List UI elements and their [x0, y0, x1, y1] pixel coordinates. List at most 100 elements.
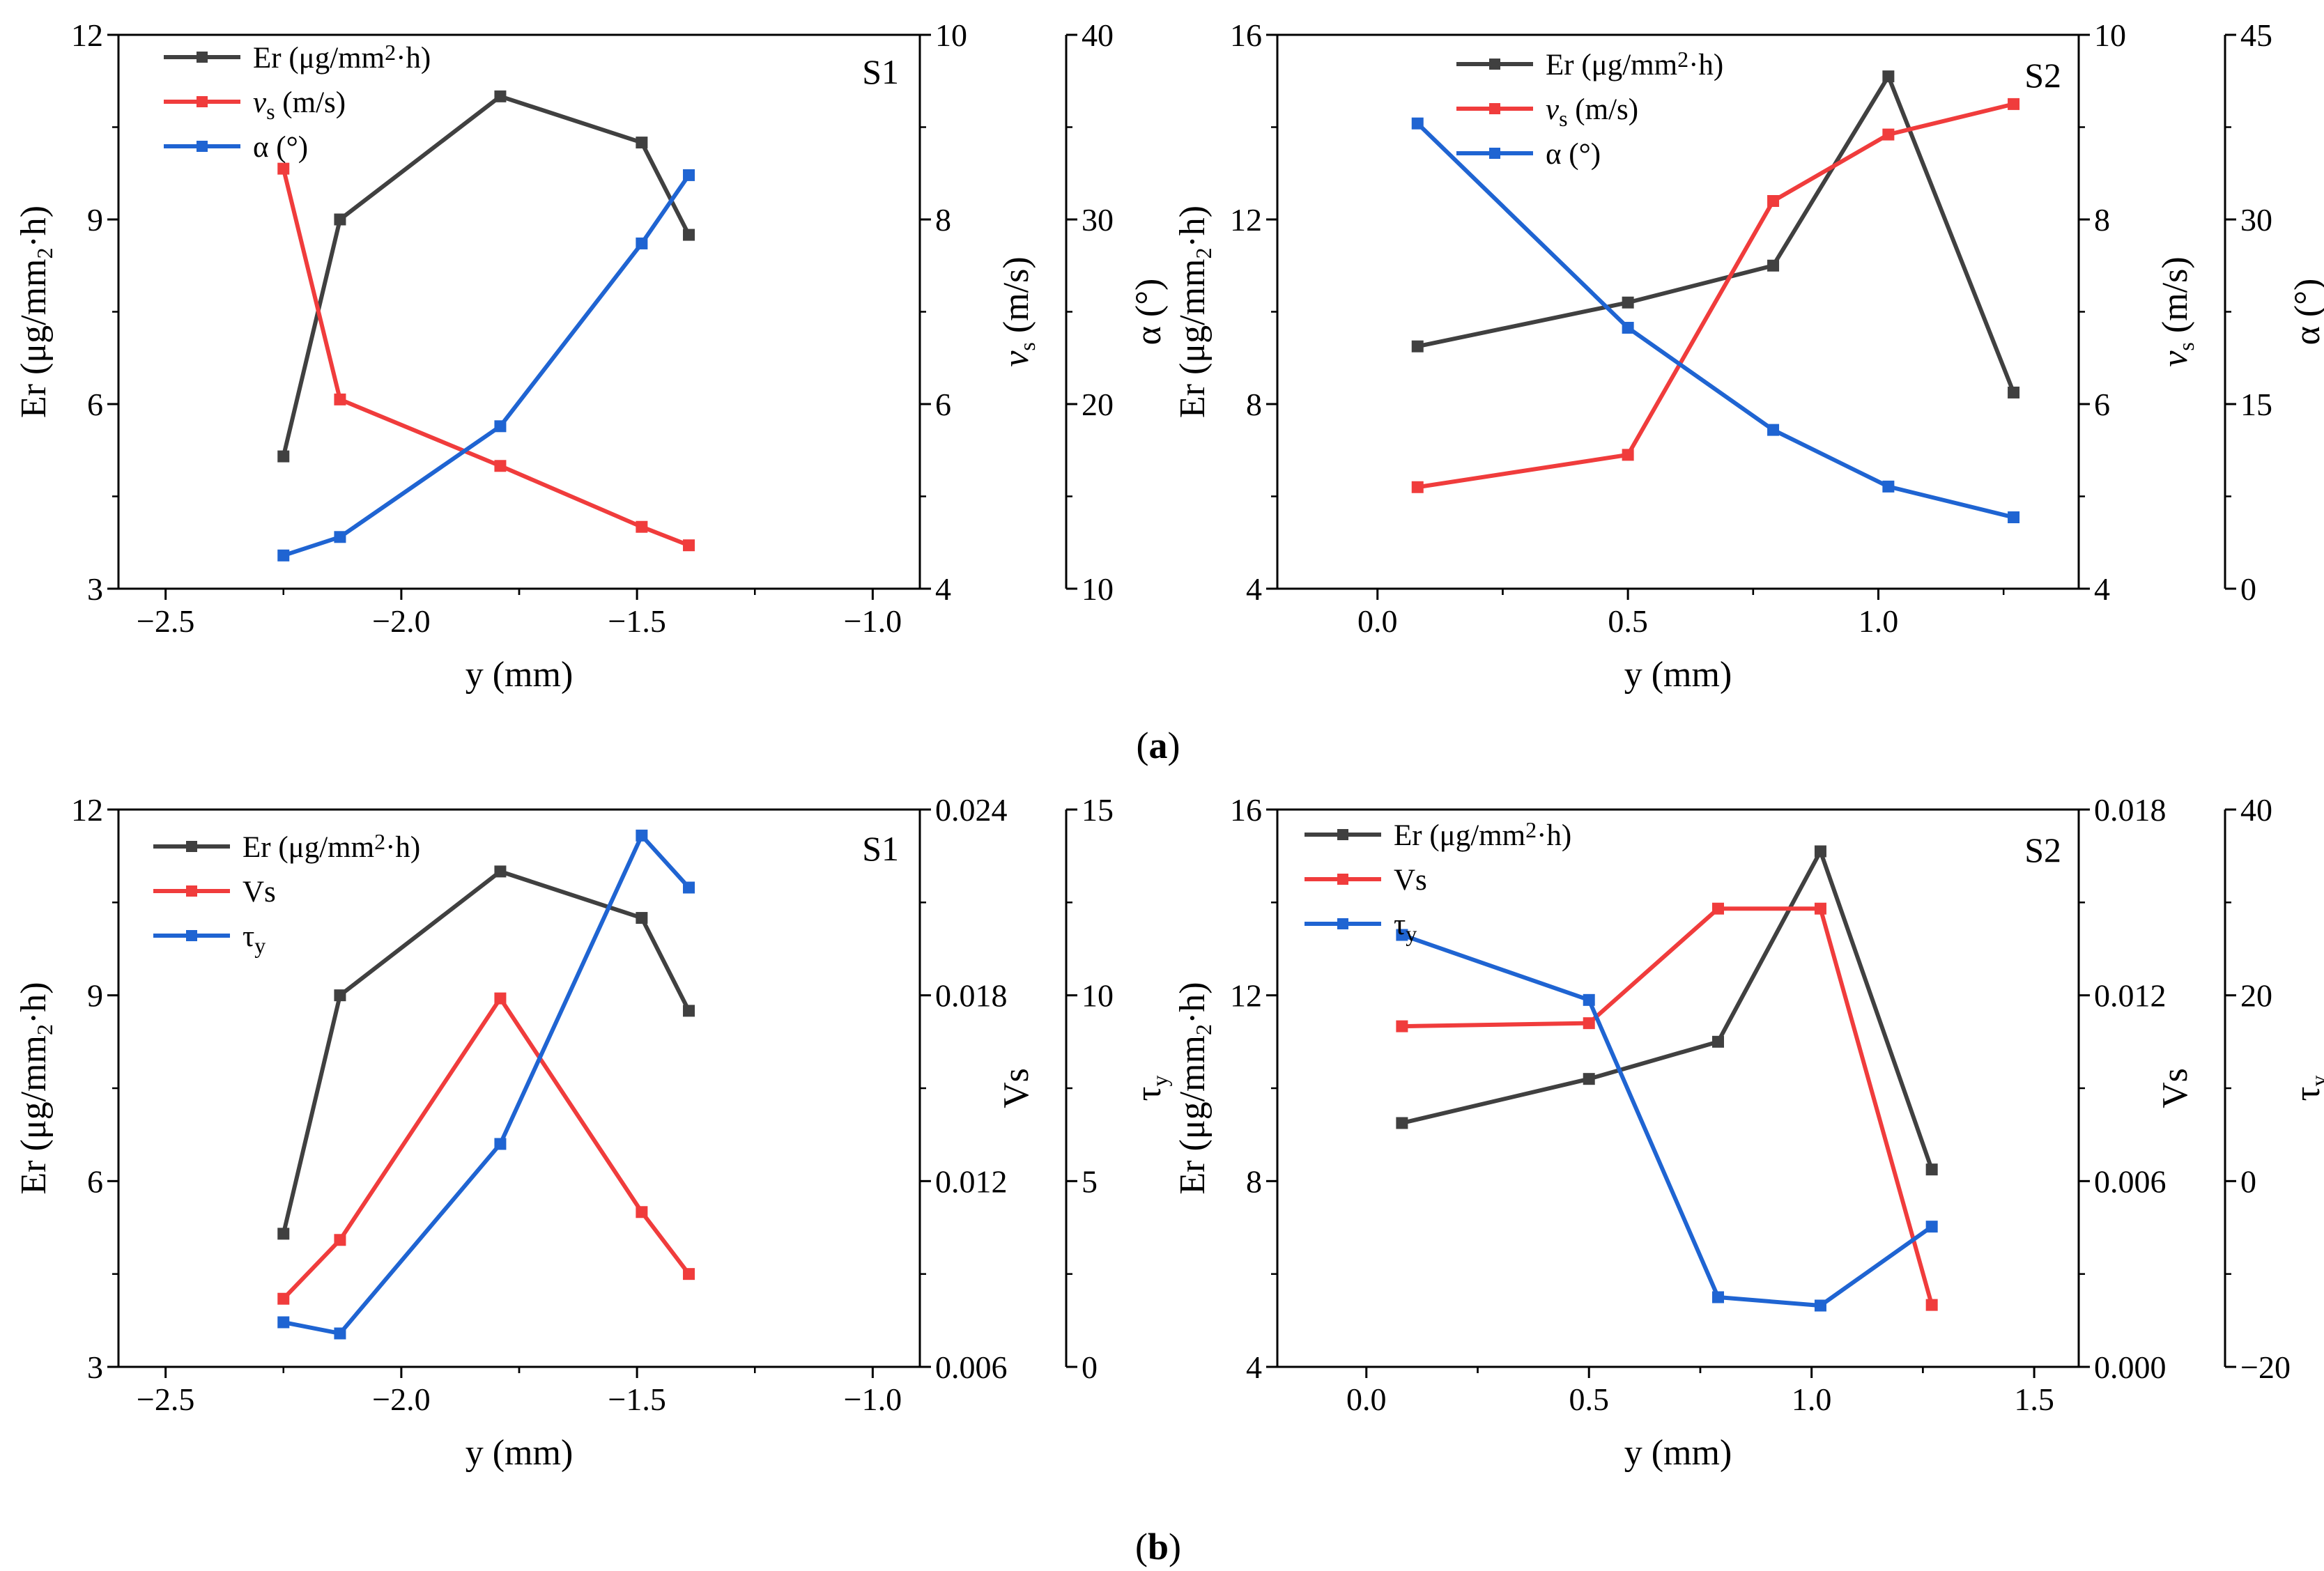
data-point-vs: [334, 393, 346, 405]
x-axis-label: y (mm): [1624, 1433, 1732, 1473]
data-point-tau: [1396, 929, 1408, 941]
x-tick-label: 1.0: [1792, 1382, 1832, 1417]
legend-label-vs: Vs: [243, 876, 276, 908]
y-axis-label-er: Er (μg/mm2·h): [1173, 982, 1216, 1194]
y-tick-label-alpha: 10: [1082, 571, 1114, 607]
data-point-er: [334, 213, 346, 226]
data-point-vs: [683, 1268, 695, 1280]
x-axis-label: y (mm): [465, 655, 574, 695]
legend-label-er: Er (μg/mm2·h): [1394, 817, 1571, 852]
x-tick-label: 0.0: [1357, 603, 1398, 639]
x-tick-label: −2.0: [372, 603, 430, 639]
legend-label-tau: τy: [1394, 908, 1417, 946]
data-point-vs: [1712, 902, 1724, 915]
x-tick-label: −2.0: [372, 1382, 430, 1417]
y-tick-label-alpha: 40: [1082, 17, 1114, 53]
data-point-vs: [1925, 1299, 1938, 1311]
legend-label-er: Er (μg/mm2·h): [253, 40, 431, 75]
legend-label-er: Er (μg/mm2·h): [243, 829, 420, 864]
data-point-tau: [636, 829, 648, 842]
x-tick-label: −2.5: [137, 1382, 194, 1417]
y-tick-label-vs: 6: [2094, 387, 2110, 422]
x-tick-label: 1.5: [2014, 1382, 2054, 1417]
x-axis-label: y (mm): [1624, 655, 1732, 695]
y-tick-label-er: 8: [1246, 387, 1262, 422]
y-tick-label-er: 9: [87, 202, 103, 238]
y-tick-label-vs: 0.018: [935, 978, 1008, 1014]
data-point-vs: [1767, 195, 1780, 207]
data-point-er: [1396, 1117, 1408, 1129]
data-point-er: [1411, 340, 1424, 353]
data-point-alpha: [494, 420, 507, 433]
x-tick-label: 0.0: [1346, 1382, 1387, 1417]
y-tick-label-er: 16: [1230, 17, 1262, 53]
chart-b-s2: 0.0 0.5 1.0 1.5 y (mm) 4 8 12 16 Er (μg/mm2·h) 0.0…: [1173, 792, 2324, 1473]
legend-marker-vs: [197, 96, 208, 107]
series-line-er: [1401, 846, 1934, 1170]
data-point-er: [1583, 1073, 1595, 1085]
y-tick-label-vs: 0.024: [935, 792, 1008, 828]
y-tick-label-er: 4: [1246, 1349, 1262, 1385]
panel-label: S2: [2024, 830, 2061, 869]
y-tick-label-alpha: 30: [1082, 202, 1114, 238]
y-tick-label-vs: 0.018: [2094, 792, 2167, 828]
y-tick-label-tau: −20: [2240, 1349, 2291, 1385]
series-line-alpha: [1416, 122, 2015, 520]
caption-b: (b): [1135, 1526, 1181, 1568]
y-axis-label-er: Er (μg/mm2·h): [1173, 206, 1216, 418]
data-point-er: [494, 90, 507, 102]
y-axis-label-er: Er (μg/mm2·h): [14, 982, 57, 1194]
y-tick-label-tau: 40: [2240, 792, 2272, 828]
y-axis-label-vs: Vs: [2155, 1068, 2195, 1108]
legend-marker-vs: [1489, 103, 1500, 114]
plot-frame: [117, 808, 921, 1368]
data-point-alpha: [277, 549, 290, 562]
data-point-alpha: [1622, 321, 1634, 334]
data-point-er: [683, 229, 695, 241]
data-point-vs: [2008, 98, 2020, 110]
series-line-alpha: [282, 173, 691, 558]
data-point-er: [277, 450, 290, 463]
data-point-vs: [494, 460, 507, 472]
panel-label: S1: [862, 52, 899, 91]
legend-marker-tau: [186, 930, 197, 941]
y-tick-label-alpha: 20: [1082, 387, 1114, 422]
y-tick-label-tau: 0: [2240, 1163, 2256, 1199]
y-tick-label-alpha: 15: [2240, 387, 2272, 422]
data-point-er: [494, 865, 507, 878]
data-point-er: [1814, 845, 1826, 858]
y-tick-label-er: 12: [1230, 202, 1262, 238]
y-axis-label-tau: τy: [1129, 1076, 1172, 1101]
y-tick-label-vs: 8: [2094, 202, 2110, 238]
data-point-er: [636, 912, 648, 924]
y-axis-label-vs: Vs: [996, 1068, 1036, 1108]
data-point-vs: [636, 1206, 648, 1218]
y-tick-label-vs: 4: [935, 571, 951, 607]
x-tick-label: −1.5: [608, 603, 665, 639]
data-point-tau: [683, 881, 695, 894]
data-point-alpha: [683, 169, 695, 181]
chart-a-s1: −2.5 −2.0 −1.5 −1.0 y (mm) 3 6 9 12 Er (μg/mm2·h)…: [14, 17, 1169, 695]
data-point-er: [683, 1005, 695, 1017]
data-point-er: [1767, 259, 1780, 272]
data-point-alpha: [636, 237, 648, 249]
y-axis-label-alpha: α (°): [2288, 279, 2324, 346]
y-tick-label-er: 6: [87, 387, 103, 422]
y-tick-label-alpha: 30: [2240, 202, 2272, 238]
data-point-vs: [277, 1292, 290, 1305]
x-axis-label: y (mm): [465, 1433, 574, 1473]
x-tick-label: 0.5: [1569, 1382, 1609, 1417]
data-point-alpha: [2008, 511, 2020, 524]
y-axis-label-er: Er (μg/mm2·h): [14, 206, 57, 418]
data-point-tau: [1814, 1299, 1826, 1312]
data-point-er: [1712, 1035, 1724, 1048]
x-tick-label: 1.0: [1859, 603, 1899, 639]
x-tick-label: 0.5: [1608, 603, 1648, 639]
legend-label-alpha: α (°): [1546, 138, 1601, 171]
data-point-er: [2008, 386, 2020, 398]
y-tick-label-er: 3: [87, 571, 103, 607]
x-tick-label: −1.5: [608, 1382, 665, 1417]
data-point-er: [277, 1228, 290, 1240]
y-tick-label-alpha: 45: [2240, 17, 2272, 53]
